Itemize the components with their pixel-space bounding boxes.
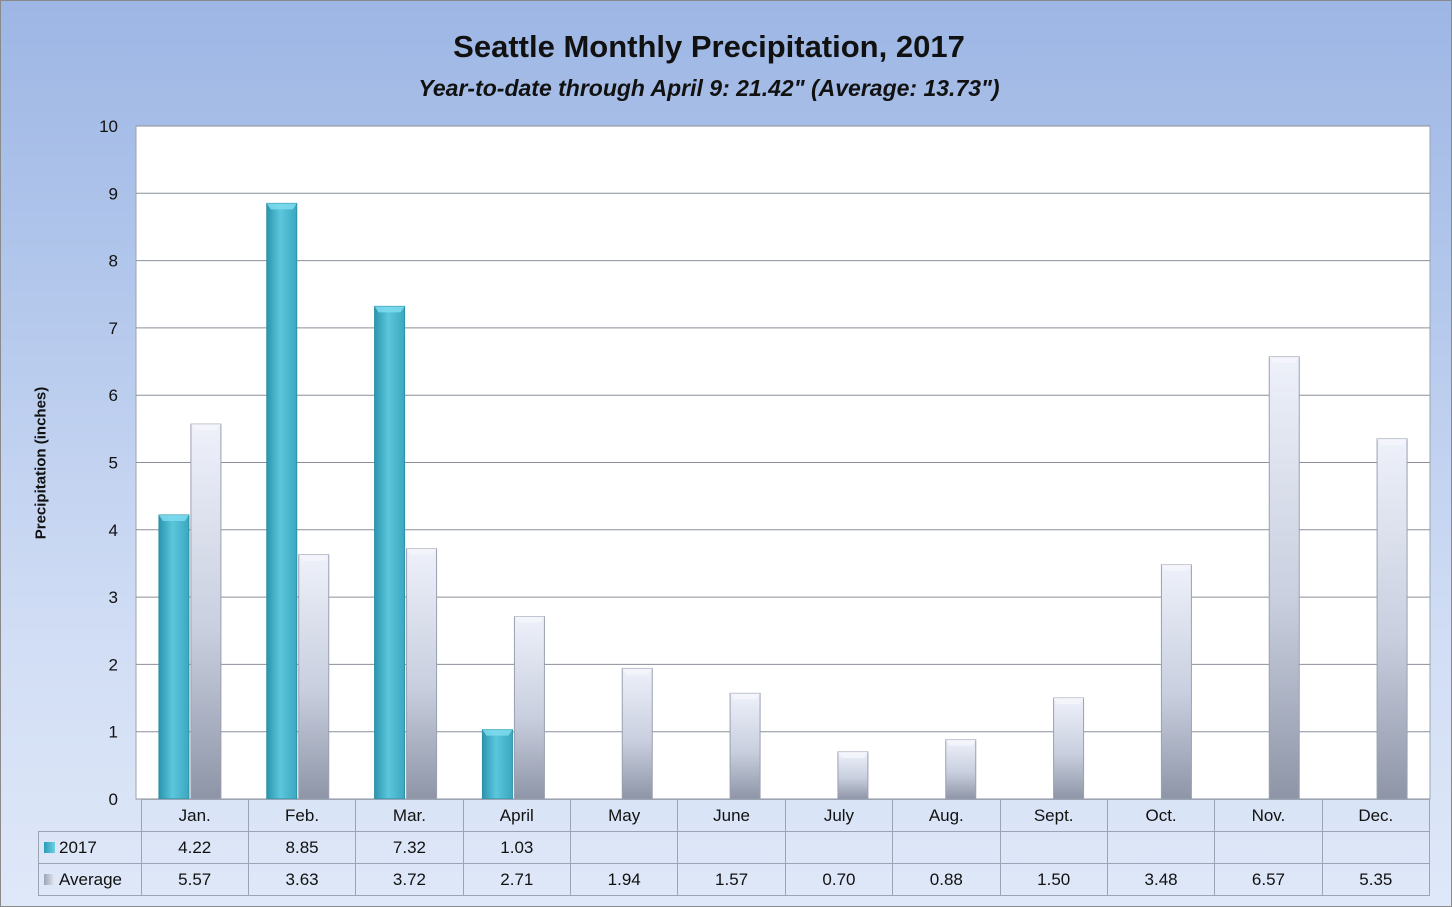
data-label: 5.35 [1321, 863, 1431, 896]
y-tick-label: 10 [99, 117, 118, 136]
legend-entry: Average [38, 863, 142, 896]
data-label [677, 831, 786, 864]
data-label [999, 831, 1108, 864]
data-label: 2.71 [462, 863, 572, 896]
bar-average-1 [298, 554, 330, 800]
bar-average-6 [837, 751, 869, 800]
table-corner [38, 799, 142, 832]
x-category-label: Dec. [1321, 799, 1431, 832]
bar-bevel [837, 751, 868, 758]
data-label [1214, 831, 1323, 864]
bar-bevel [482, 729, 513, 736]
data-label: 3.63 [247, 863, 357, 896]
legend-key-average [44, 873, 55, 885]
y-tick-label: 1 [109, 723, 118, 742]
bar-average-8 [1053, 697, 1085, 800]
table-row-series: Average 5.57 3.63 3.72 2.71 1.94 1.57 0.70 0.88 1… [38, 863, 1431, 896]
y-tick-label: 3 [109, 588, 118, 607]
data-label: 4.22 [140, 831, 249, 864]
y-tick-label: 7 [109, 319, 118, 338]
bar-average-3 [513, 616, 545, 800]
data-table: Jan. Feb. Mar. April May June July Aug. Sept. Oct… [38, 799, 1431, 896]
data-label: 0.88 [892, 863, 1001, 896]
data-label [1321, 831, 1431, 864]
bar-bevel [158, 514, 189, 521]
data-label: 3.72 [355, 863, 464, 896]
data-label: 1.94 [569, 863, 679, 896]
bar-average-4 [621, 667, 653, 800]
table-header-row: Jan. Feb. Mar. April May June July Aug. Sept. Oct… [38, 799, 1431, 832]
bar-bevel [406, 548, 437, 555]
table-row-series: 2017 4.22 8.85 7.32 1.03 [38, 831, 1431, 864]
data-label: 5.57 [140, 863, 249, 896]
x-category-label: April [462, 799, 572, 832]
bar-bevel [1377, 438, 1408, 445]
series-name: Average [59, 869, 123, 889]
bar-2017-2 [374, 305, 406, 800]
bar-bevel [514, 616, 545, 623]
bar-bevel [190, 424, 221, 431]
data-label: 1.50 [999, 863, 1108, 896]
x-category-label: Aug. [892, 799, 1001, 832]
data-label: 8.85 [247, 831, 357, 864]
bars [158, 202, 1408, 800]
data-label [569, 831, 679, 864]
data-label [892, 831, 1001, 864]
series-name: 2017 [59, 837, 97, 857]
bar-bevel [730, 693, 761, 700]
x-category-label: May [569, 799, 679, 832]
chart-subtitle: Year-to-date through April 9: 21.42" (Av… [418, 75, 1000, 101]
x-category-label: Nov. [1214, 799, 1323, 832]
bar-average-7 [945, 739, 977, 800]
data-label [784, 831, 894, 864]
data-label: 3.48 [1106, 863, 1216, 896]
x-category-label: Oct. [1106, 799, 1216, 832]
bar-2017-0 [158, 514, 190, 800]
bar-2017-3 [481, 729, 513, 800]
bar-bevel [945, 739, 976, 746]
data-label: 0.70 [784, 863, 894, 896]
legend-entry: 2017 [38, 831, 142, 864]
bar-bevel [374, 306, 405, 313]
y-tick-label: 8 [109, 252, 118, 271]
y-tick-label: 5 [109, 454, 118, 473]
x-category-label: Sept. [999, 799, 1108, 832]
bar-average-5 [729, 692, 761, 800]
bar-average-10 [1268, 356, 1300, 800]
bar-bevel [266, 203, 297, 210]
x-category-label: Mar. [355, 799, 464, 832]
data-label: 6.57 [1214, 863, 1323, 896]
y-tick-label: 2 [109, 655, 118, 674]
bar-average-9 [1160, 564, 1192, 800]
x-category-label: Jan. [140, 799, 249, 832]
x-category-label: June [677, 799, 786, 832]
bar-average-2 [406, 548, 438, 800]
bar-bevel [1053, 698, 1084, 705]
y-tick-label: 6 [109, 386, 118, 405]
x-category-label: July [784, 799, 894, 832]
bar-2017-1 [266, 202, 298, 800]
data-label: 1.57 [677, 863, 786, 896]
bar-average-0 [190, 423, 222, 800]
x-category-label: Feb. [247, 799, 357, 832]
data-label: 7.32 [355, 831, 464, 864]
bar-bevel [298, 554, 329, 561]
data-label [1106, 831, 1216, 864]
bar-average-11 [1376, 438, 1408, 800]
bar-bevel [1161, 564, 1192, 571]
data-label: 1.03 [462, 831, 572, 864]
y-tick-label: 9 [109, 184, 118, 203]
bar-bevel [622, 668, 653, 675]
bar-bevel [1269, 356, 1300, 363]
y-tick-label: 4 [109, 521, 118, 540]
legend-key-2017 [44, 841, 55, 853]
chart-title: Seattle Monthly Precipitation, 2017 [453, 29, 965, 64]
